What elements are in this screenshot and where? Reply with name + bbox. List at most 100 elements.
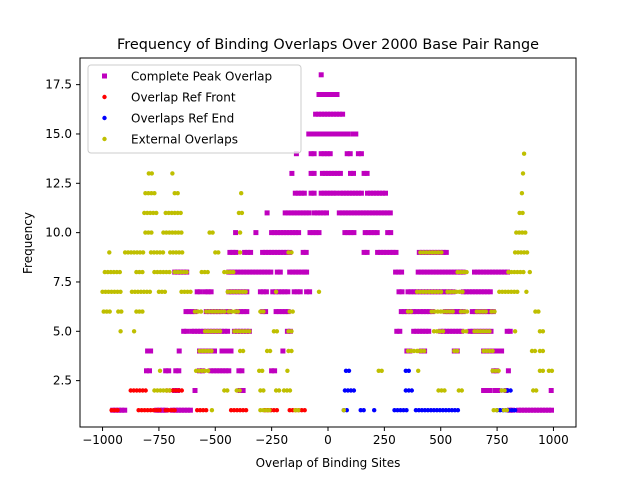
plot-points [100, 72, 555, 413]
data-point [313, 230, 319, 236]
data-point [464, 329, 469, 334]
data-point [293, 230, 299, 236]
data-point [472, 269, 477, 275]
data-point [521, 151, 527, 156]
data-point [406, 368, 411, 373]
data-point [316, 289, 322, 294]
data-point [295, 190, 301, 196]
data-point [420, 328, 426, 334]
data-point [369, 210, 375, 216]
data-point [143, 388, 148, 393]
data-point [148, 348, 154, 354]
data-point [534, 388, 539, 393]
data-point [362, 230, 368, 236]
data-point [381, 210, 387, 216]
data-point [321, 210, 326, 216]
data-point [321, 190, 327, 196]
data-point [455, 348, 460, 354]
data-point [145, 348, 151, 354]
data-point [222, 348, 228, 354]
data-point [520, 210, 525, 216]
data-point [543, 407, 548, 413]
data-point [176, 368, 182, 374]
data-point [149, 171, 154, 176]
data-point [342, 131, 348, 137]
data-point [195, 328, 201, 334]
data-point [275, 230, 281, 236]
data-point [279, 309, 285, 315]
data-point [451, 269, 457, 275]
y-tick-label: 2.5 [53, 374, 72, 388]
data-point [312, 131, 318, 137]
data-point [453, 328, 459, 334]
data-point [225, 348, 231, 354]
legend: Complete Peak Overlap Overlap Ref Front Ov… [87, 64, 302, 154]
data-point [445, 269, 451, 275]
data-point [160, 250, 166, 255]
data-point [504, 328, 510, 334]
data-point [194, 289, 200, 295]
data-point [297, 210, 303, 216]
data-point [154, 210, 159, 216]
data-point [439, 250, 444, 255]
data-point [464, 269, 469, 275]
data-point [306, 131, 312, 137]
data-point [157, 368, 163, 373]
legend-label: Overlaps Ref End [131, 112, 234, 126]
data-point [484, 269, 489, 275]
data-point [534, 407, 539, 413]
data-point [311, 151, 317, 157]
data-point [512, 408, 518, 413]
data-point [233, 230, 239, 236]
data-point [243, 408, 249, 413]
data-point [311, 170, 317, 176]
data-point [292, 190, 298, 196]
data-point [287, 269, 293, 275]
data-point [321, 131, 327, 137]
data-point [189, 309, 195, 315]
data-point [327, 151, 333, 157]
data-point [350, 131, 356, 137]
x-tick-label: −500 [199, 433, 232, 447]
data-point [336, 131, 342, 137]
data-point [107, 250, 112, 255]
data-point [524, 289, 529, 294]
data-point [374, 190, 379, 196]
data-point [408, 289, 414, 295]
legend-box [87, 64, 302, 154]
data-point [372, 210, 378, 216]
data-point [327, 190, 333, 196]
data-point [346, 368, 352, 373]
data-point [241, 309, 247, 315]
data-point [211, 368, 217, 374]
data-point [274, 329, 280, 334]
data-point [313, 111, 319, 117]
data-point [328, 170, 334, 176]
data-point [342, 210, 348, 216]
chart-title: Frequency of Binding Overlaps Over 2000 … [117, 37, 539, 53]
legend-marker [102, 136, 107, 142]
data-point [198, 328, 204, 334]
data-point [308, 170, 314, 176]
data-point [214, 368, 220, 374]
data-point [418, 269, 424, 275]
data-point [447, 328, 453, 334]
data-point [260, 289, 266, 295]
data-point [378, 210, 384, 216]
data-point [319, 92, 325, 97]
data-point [204, 408, 209, 413]
data-point [285, 289, 291, 295]
data-point [119, 309, 124, 314]
data-point [253, 269, 259, 275]
y-axis-label: Frequency [21, 212, 35, 274]
data-point [290, 309, 295, 314]
data-point [481, 289, 487, 295]
data-point [269, 230, 275, 236]
data-point [263, 249, 269, 255]
data-point [334, 170, 340, 176]
data-point [481, 269, 486, 275]
data-point [472, 289, 478, 295]
data-point [384, 210, 390, 216]
